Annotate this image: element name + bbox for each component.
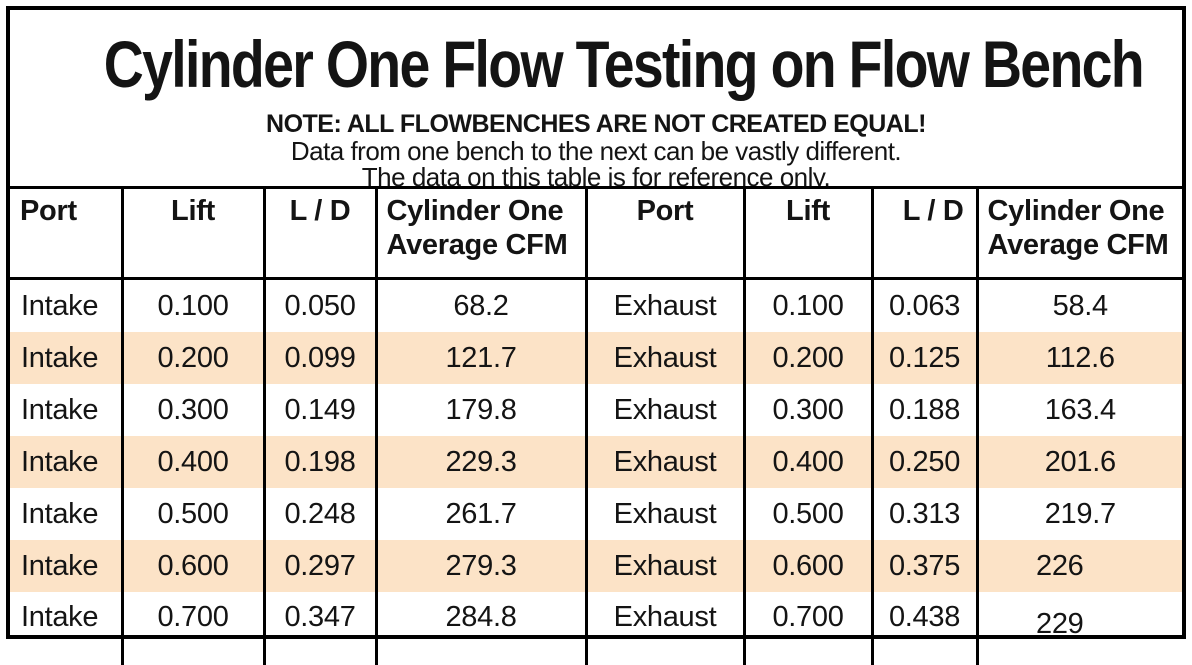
- cell-r5-c7: 0.313: [872, 488, 977, 540]
- cell-r3-c5: Exhaust: [586, 384, 744, 436]
- cell-r3-c7: 0.188: [872, 384, 977, 436]
- cell-r3-c6: 0.300: [744, 384, 872, 436]
- cell-r7-c2: 0.700: [122, 592, 264, 665]
- cell-r4-c6: 0.400: [744, 436, 872, 488]
- cell-r4-c7: 0.250: [872, 436, 977, 488]
- cell-r1-c1: Intake: [10, 279, 122, 333]
- cell-r5-c2: 0.500: [122, 488, 264, 540]
- cell-r7-c8: 229: [977, 592, 1182, 665]
- cell-r2-c3: 0.099: [264, 332, 376, 384]
- header-lift-intake: Lift: [122, 189, 264, 279]
- cell-r6-c7: 0.375: [872, 540, 977, 592]
- cell-r2-c7: 0.125: [872, 332, 977, 384]
- note-heading: NOTE: ALL FLOWBENCHES ARE NOT CREATED EQ…: [10, 110, 1182, 138]
- title-block: Cylinder One Flow Testing on Flow Bench …: [10, 10, 1182, 189]
- cell-r4-c5: Exhaust: [586, 436, 744, 488]
- cell-r7-c5: Exhaust: [586, 592, 744, 665]
- header-port-exhaust: Port: [586, 189, 744, 279]
- cell-r5-c8: 219.7: [977, 488, 1182, 540]
- cell-r7-c3: 0.347: [264, 592, 376, 665]
- cell-r3-c4: 179.8: [376, 384, 586, 436]
- cell-r5-c6: 0.500: [744, 488, 872, 540]
- cell-r1-c4: 68.2: [376, 279, 586, 333]
- cell-r4-c3: 0.198: [264, 436, 376, 488]
- page-title: Cylinder One Flow Testing on Flow Bench: [104, 18, 1088, 110]
- cell-r1-c2: 0.100: [122, 279, 264, 333]
- header-ld-intake: L / D: [264, 189, 376, 279]
- note-line-2: The data on this table is for reference …: [10, 164, 1182, 189]
- cell-r3-c1: Intake: [10, 384, 122, 436]
- cell-r4-c4: 229.3: [376, 436, 586, 488]
- flow-table: Port Lift L / D Cylinder One Average CFM…: [10, 189, 1182, 665]
- header-cfm-exhaust: Cylinder One Average CFM: [977, 189, 1182, 279]
- cell-r1-c5: Exhaust: [586, 279, 744, 333]
- header-lift-exhaust: Lift: [744, 189, 872, 279]
- cell-r7-c1: Intake: [10, 592, 122, 665]
- cell-r6-c3: 0.297: [264, 540, 376, 592]
- cell-r1-c6: 0.100: [744, 279, 872, 333]
- cell-r7-c4: 284.8: [376, 592, 586, 665]
- cell-r2-c8: 112.6: [977, 332, 1182, 384]
- cell-r7-c7: 0.438: [872, 592, 977, 665]
- page-frame: Cylinder One Flow Testing on Flow Bench …: [6, 6, 1186, 639]
- table-header-row: Port Lift L / D Cylinder One Average CFM…: [10, 189, 1182, 279]
- note-line-1: Data from one bench to the next can be v…: [10, 138, 1182, 164]
- cell-r6-c4: 279.3: [376, 540, 586, 592]
- cell-r5-c1: Intake: [10, 488, 122, 540]
- cell-r6-c8: 226: [977, 540, 1182, 592]
- cell-r2-c1: Intake: [10, 332, 122, 384]
- header-ld-exhaust: L / D: [872, 189, 977, 279]
- cell-r5-c4: 261.7: [376, 488, 586, 540]
- cell-r6-c5: Exhaust: [586, 540, 744, 592]
- cell-r4-c8: 201.6: [977, 436, 1182, 488]
- cell-r2-c2: 0.200: [122, 332, 264, 384]
- cell-r2-c5: Exhaust: [586, 332, 744, 384]
- cell-r6-c2: 0.600: [122, 540, 264, 592]
- cell-r7-c6: 0.700: [744, 592, 872, 665]
- cell-r6-c6: 0.600: [744, 540, 872, 592]
- cell-r2-c4: 121.7: [376, 332, 586, 384]
- cell-r3-c2: 0.300: [122, 384, 264, 436]
- cell-r1-c3: 0.050: [264, 279, 376, 333]
- cell-r4-c1: Intake: [10, 436, 122, 488]
- cell-r4-c2: 0.400: [122, 436, 264, 488]
- cell-r6-c1: Intake: [10, 540, 122, 592]
- cell-r1-c8: 58.4: [977, 279, 1182, 333]
- header-cfm-intake: Cylinder One Average CFM: [376, 189, 586, 279]
- cell-r3-c8: 163.4: [977, 384, 1182, 436]
- cell-r3-c3: 0.149: [264, 384, 376, 436]
- header-port-intake: Port: [10, 189, 122, 279]
- cell-r5-c5: Exhaust: [586, 488, 744, 540]
- cell-r2-c6: 0.200: [744, 332, 872, 384]
- cell-r1-c7: 0.063: [872, 279, 977, 333]
- cell-r5-c3: 0.248: [264, 488, 376, 540]
